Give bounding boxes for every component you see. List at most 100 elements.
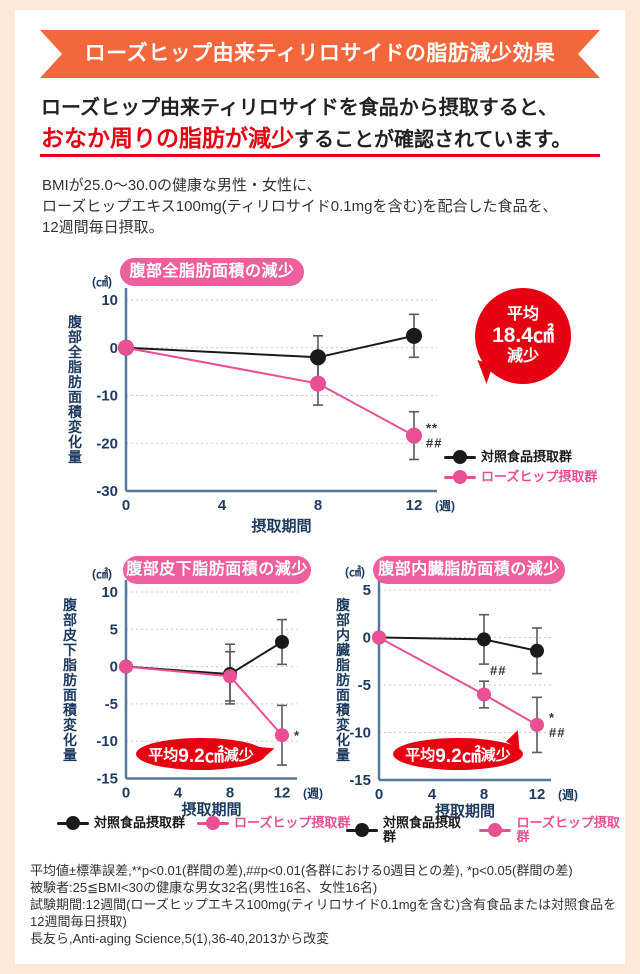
svg-text:積: 積 [67,404,83,420]
svg-text:肪: 肪 [63,672,77,688]
headline-line1: ローズヒップ由来ティリロサイドを食品から摂取すると、 [41,97,558,119]
chart3-callout: 平均 9.2㎠ 減少 [393,727,529,770]
legend-marker-icon [346,823,378,837]
svg-text:4: 4 [428,786,437,803]
svg-text:部: 部 [336,612,350,628]
svg-text:化: 化 [336,732,350,748]
svg-text:-15: -15 [96,771,118,788]
banner-ribbon: ローズヒップ由来ティリロサイドの脂肪減少効果 [40,30,600,78]
legend-marker-icon [479,823,512,837]
callout-prefix: 平均 [506,305,539,323]
svg-text:-5: -5 [358,677,371,694]
red-underline [40,154,600,157]
svg-text:化: 化 [63,732,77,748]
svg-text:**: ** [426,421,438,436]
chart3-visceral-fat: 50-5-10-150 4 8 12 (週)摂取期間(㎠)腹部内臓脂肪面積変化量##*#… [335,564,578,820]
svg-text:(週): (週) [303,786,323,801]
svg-text:(㎠): (㎠) [345,564,365,579]
svg-text:12: 12 [406,497,423,514]
svg-text:面: 面 [68,389,82,405]
legend-label: ローズヒップ摂取群 [481,469,598,484]
content-card: ローズヒップ由来ティリロサイドの脂肪減少効果 ローズヒップ由来ティリロサイドを食… [15,10,625,964]
svg-text:積: 積 [335,702,351,718]
svg-text:8: 8 [314,497,322,514]
svg-text:摂取期間: 摂取期間 [181,801,241,819]
chart1-title: 腹部全脂肪面積の減少 [120,258,304,286]
legend-dot-icon [66,816,80,830]
svg-text:-20: -20 [96,435,118,452]
chart3-title: 腹部内臓脂肪面積の減少 [373,556,565,584]
svg-text:(週): (週) [558,787,578,802]
svg-text:0: 0 [122,497,130,514]
svg-text:脂: 脂 [62,657,77,673]
headline: ローズヒップ由来ティリロサイドを食品から摂取すると、 おなか周りの脂肪が減少する… [41,94,611,156]
callout-suffix: 減少 [506,348,539,366]
legend-dot-icon [453,470,467,484]
chart2-callout: 平均 9.2㎠ 減少 [136,738,277,770]
svg-text:12: 12 [529,786,546,803]
footnotes: 平均値±標準誤差,**p<0.01(群間の差),##p<0.01(各群における0… [30,863,617,946]
svg-text:量: 量 [68,449,82,465]
svg-text:(㎠): (㎠) [92,566,112,581]
svg-text:5: 5 [110,621,118,638]
callout-value: 18.4㎠ [492,323,554,347]
svg-text:0: 0 [375,786,383,803]
svg-text:摂取期間: 摂取期間 [435,802,495,820]
svg-text:臓: 臓 [336,642,350,658]
legend-dot-icon [453,450,467,464]
legend-item: ローズヒップ摂取群 [479,816,625,844]
svg-text:肪: 肪 [336,672,350,688]
svg-text:*: * [294,728,300,743]
callout-prefix: 平均 [148,746,179,764]
headline-line2-rest: することが確認されています。 [294,129,572,151]
chart1-callout-balloon: 平均 18.4㎠ 減少 [471,288,571,384]
legend-label: ローズヒップ摂取群 [234,815,351,830]
legend-label: ローズヒップ摂取群 [516,815,620,844]
svg-text:12: 12 [274,785,291,802]
svg-text:部: 部 [63,612,77,628]
svg-text:内: 内 [336,627,350,643]
legend-item: 対照食品摂取群 [346,816,467,844]
svg-text:変: 変 [336,717,350,733]
legend-item: 対照食品摂取群 [444,450,597,464]
svg-text:脂: 脂 [67,359,82,375]
svg-text:面: 面 [336,687,350,703]
legend-marker-icon [57,816,89,830]
callout-value: 9.2㎠ [435,745,481,767]
callout-suffix: 減少 [480,746,511,764]
legend-dot-icon [355,823,369,837]
svg-text:##: ## [490,663,506,678]
svg-text:積: 積 [62,702,78,718]
svg-text:4: 4 [174,785,183,802]
svg-text:腹: 腹 [68,314,83,330]
svg-text:摂取期間: 摂取期間 [251,517,311,535]
headline-line2: おなか周りの脂肪が減少することが確認されています。 [41,122,611,156]
chart2-title: 腹部皮下脂肪面積の減少 [123,556,311,584]
callout-prefix: 平均 [405,746,436,764]
svg-text:##: ## [549,725,565,740]
svg-text:0: 0 [110,340,118,357]
svg-text:##: ## [426,436,442,451]
svg-text:量: 量 [63,747,77,763]
svg-text:部: 部 [68,329,82,345]
legend-item: 対照食品摂取群 [57,816,185,830]
callout-value: 9.2㎠ [178,745,224,767]
legend-item: ローズヒップ摂取群 [197,816,350,830]
callout-suffix: 減少 [223,746,254,764]
svg-text:4: 4 [218,497,227,514]
svg-text:-10: -10 [96,388,118,405]
headline-highlight: おなか周りの脂肪が減少 [41,125,294,151]
legend-label: 対照食品摂取群 [383,815,462,844]
svg-text:-30: -30 [96,483,118,500]
svg-text:化: 化 [68,434,82,450]
svg-text:0: 0 [122,785,130,802]
svg-text:5: 5 [363,582,371,599]
svg-text:0: 0 [363,630,371,647]
svg-text:10: 10 [101,584,118,601]
svg-text:面: 面 [63,687,77,703]
legend-item: ローズヒップ摂取群 [444,470,597,484]
svg-text:変: 変 [63,717,77,733]
svg-text:下: 下 [63,642,77,658]
legend-label: 対照食品摂取群 [94,815,186,830]
svg-text:0: 0 [110,659,118,676]
